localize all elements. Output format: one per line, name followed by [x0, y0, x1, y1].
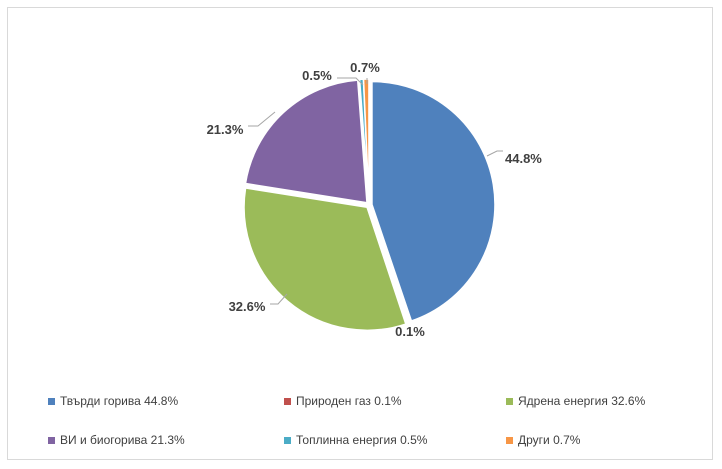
legend-item-heat: Топлинна енергия 0.5%	[284, 433, 427, 447]
data-label-heat: 0.5%	[302, 68, 332, 83]
legend-swatch	[284, 436, 291, 444]
legend-swatch	[48, 397, 55, 405]
legend-label: Топлинна енергия 0.5%	[296, 433, 428, 447]
slice-nuclear	[243, 187, 407, 331]
data-label-solid-fuels: 44.8%	[505, 151, 542, 166]
legend-label: Природен газ 0.1%	[296, 394, 402, 408]
data-label-other: 0.7%	[350, 60, 380, 75]
legend-label: Други 0.7%	[518, 433, 581, 447]
data-label-natural-gas: 0.1%	[395, 324, 425, 339]
data-label-nuclear: 32.6%	[229, 299, 266, 314]
legend-swatch	[506, 397, 513, 405]
legend-label: Твърди горива 44.8%	[60, 394, 179, 408]
leader-line	[248, 111, 276, 127]
legend-swatch	[48, 436, 55, 444]
leader-line	[337, 77, 364, 86]
slice-solid-fuels	[371, 80, 496, 322]
data-label-renewables: 21.3%	[207, 122, 244, 137]
legend-swatch	[284, 397, 291, 405]
legend-item-nuclear: Ядрена енергия 32.6%	[506, 394, 645, 408]
slice-natural-gas	[369, 207, 411, 326]
legend-item-natural-gas: Природен газ 0.1%	[284, 394, 402, 408]
legend-item-renewables: ВИ и биогорива 21.3%	[48, 433, 185, 447]
legend-swatch	[506, 436, 513, 444]
slice-other	[362, 78, 370, 203]
leader-line	[486, 150, 503, 157]
legend-row-2: ВИ и биогорива 21.3% Топлинна енергия 0.…	[48, 433, 688, 451]
slice-renewables	[244, 79, 368, 204]
legend-row-1: Твърди горива 44.8% Природен газ 0.1% Яд…	[48, 394, 688, 412]
legend-label: Ядрена енергия 32.6%	[518, 394, 646, 408]
legend-item-other: Други 0.7%	[506, 433, 580, 447]
leader-line	[270, 293, 288, 305]
legend-label: ВИ и биогорива 21.3%	[60, 433, 185, 447]
legend-item-solid-fuels: Твърди горива 44.8%	[48, 394, 178, 408]
